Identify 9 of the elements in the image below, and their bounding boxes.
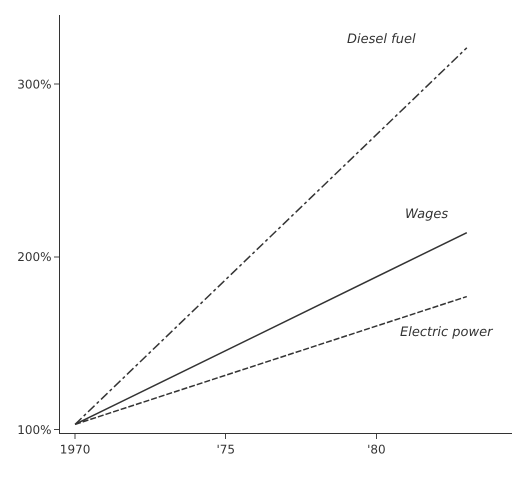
- series-label: Wages: [405, 207, 448, 222]
- x-tick-label: '80: [367, 442, 386, 456]
- text: Diesel fuel: [347, 32, 416, 47]
- series-label: Electric power: [400, 325, 494, 340]
- x-tick-label: 1970: [60, 442, 90, 456]
- y-tick-label: 100%: [17, 422, 52, 437]
- y-tick-label: 200%: [17, 250, 52, 264]
- x-tick-label: '75: [216, 442, 236, 456]
- y-tick-label: 300%: [17, 77, 52, 92]
